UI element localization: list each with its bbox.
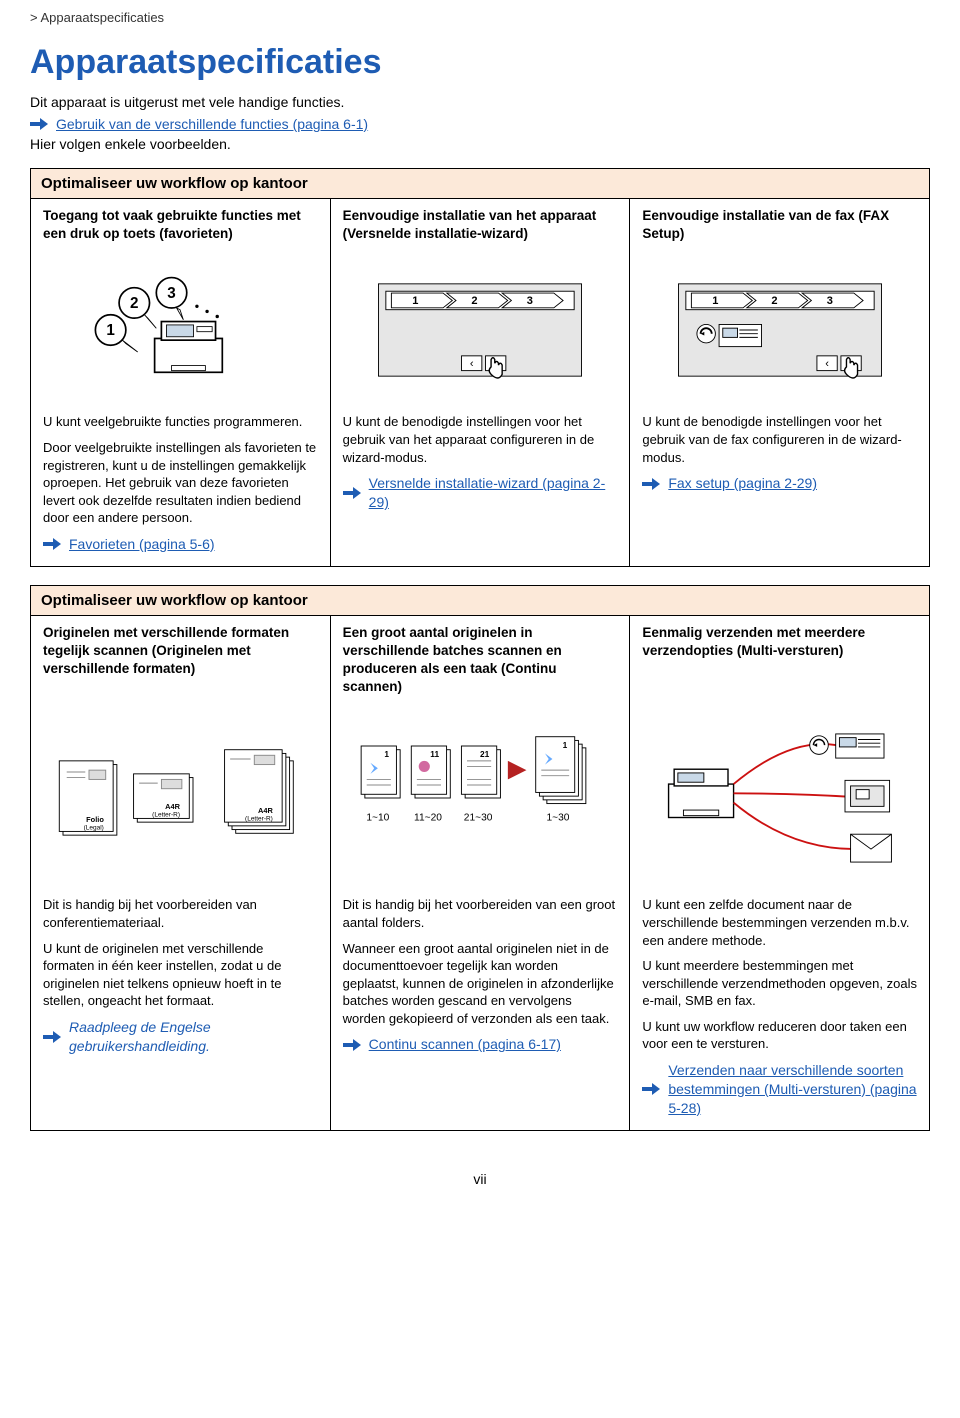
cell-desc-wizard: U kunt de benodigde instellingen voor he…: [331, 405, 631, 565]
cell-desc-fax: U kunt de benodigde instellingen voor he…: [630, 405, 929, 565]
svg-text:Folio: Folio: [86, 816, 104, 825]
s2-col1-title: Originelen met verschillende formaten te…: [43, 624, 318, 679]
arrow-right-icon: [43, 538, 61, 550]
cell-title-favorites: Toegang tot vaak gebruikte functies met …: [31, 199, 331, 255]
arrow-right-icon: [30, 118, 48, 130]
svg-text:A4R: A4R: [258, 806, 273, 815]
arrow-right-icon: [642, 478, 660, 490]
cell-title-continuous: Een groot aantal originelen in verschill…: [331, 616, 631, 709]
col2-desc1: U kunt de benodigde instellingen voor he…: [343, 413, 618, 466]
col1-desc2: Door veelgebruikte instellingen als favo…: [43, 439, 318, 527]
col1-title: Toegang tot vaak gebruikte functies met …: [43, 207, 318, 243]
svg-text:1: 1: [412, 296, 418, 308]
s2c1-desc2: U kunt de originelen met verschillende f…: [43, 940, 318, 1010]
svg-text:1: 1: [384, 750, 389, 760]
svg-text:‹: ‹: [470, 358, 474, 370]
svg-text:3: 3: [826, 296, 832, 308]
arrow-right-icon: [343, 487, 361, 499]
desc-row: U kunt veelgebruikte functies programmer…: [31, 405, 929, 565]
arrow-right-icon: [642, 1083, 660, 1095]
svg-text:3: 3: [527, 296, 533, 308]
col1-desc1: U kunt veelgebruikte functies programmer…: [43, 413, 318, 431]
svg-text:11: 11: [430, 750, 439, 760]
cell-desc-mixed: Dit is handig bij het voorbereiden van c…: [31, 888, 331, 1129]
desc-row-2: Dit is handig bij het voorbereiden van c…: [31, 888, 929, 1129]
label-1-10: 1~10: [366, 813, 389, 824]
title-row-2: Originelen met verschillende formaten te…: [31, 616, 929, 709]
section-header-2: Optimaliseer uw workflow op kantoor: [31, 586, 929, 616]
s2c3-desc1: U kunt een zelfde document naar de versc…: [642, 896, 917, 949]
title-row: Toegang tot vaak gebruikte functies met …: [31, 199, 929, 255]
svg-text:3: 3: [168, 285, 176, 302]
svg-text:A4R: A4R: [166, 803, 181, 812]
svg-text:1: 1: [107, 323, 116, 340]
section-optimize-workflow-2: Optimaliseer uw workflow op kantoor Orig…: [30, 585, 930, 1131]
favorites-link[interactable]: Favorieten (pagina 5-6): [69, 535, 215, 554]
english-guide-ref: Raadpleeg de Engelse gebruikershandleidi…: [69, 1018, 318, 1056]
s2c2-desc2: Wanneer een groot aantal originelen niet…: [343, 940, 618, 1028]
label-21-30: 21~30: [464, 813, 493, 824]
illus-fax-wizard: 1 2 3 ‹: [630, 255, 929, 405]
section-header: Optimaliseer uw workflow op kantoor: [31, 169, 929, 199]
svg-text:21: 21: [480, 750, 490, 760]
col3-desc1: U kunt de benodigde instellingen voor he…: [642, 413, 917, 466]
page-title: Apparaatspecificaties: [30, 43, 930, 82]
page-number: vii: [30, 1171, 930, 1187]
s2-col3-title: Eenmalig verzenden met meerdere verzendo…: [642, 624, 917, 660]
section-optimize-workflow-1: Optimaliseer uw workflow op kantoor Toeg…: [30, 168, 930, 567]
s2c2-desc1: Dit is handig bij het voorbereiden van e…: [343, 896, 618, 931]
multisend-link[interactable]: Verzenden naar verschillende soorten bes…: [668, 1061, 917, 1118]
cell-title-mixed: Originelen met verschillende formaten te…: [31, 616, 331, 709]
intro-link-row: Gebruik van de verschillende functies (p…: [30, 116, 930, 132]
illus-multisend: [630, 708, 929, 888]
s2c3-desc2: U kunt meerdere bestemmingen met verschi…: [642, 957, 917, 1010]
arrow-right-icon: [343, 1039, 361, 1051]
s2c3-desc3: U kunt uw workflow reduceren door taken …: [642, 1018, 917, 1053]
col3-title: Eenvoudige installatie van de fax (FAX S…: [642, 207, 917, 243]
cell-title-fax: Eenvoudige installatie van de fax (FAX S…: [630, 199, 929, 255]
cell-desc-continuous: Dit is handig bij het voorbereiden van e…: [331, 888, 631, 1129]
svg-text:‹: ‹: [825, 358, 829, 370]
s2c1-desc1: Dit is handig bij het voorbereiden van c…: [43, 896, 318, 931]
svg-text:(Legal): (Legal): [84, 825, 104, 832]
arrow-right-icon: [43, 1031, 61, 1043]
svg-text:2: 2: [471, 296, 477, 308]
illus-wizard: 1 2 3 ‹ ›: [331, 255, 631, 405]
svg-text:2: 2: [130, 295, 138, 312]
intro-link[interactable]: Gebruik van de verschillende functies (p…: [56, 116, 368, 132]
cell-desc-favorites: U kunt veelgebruikte functies programmer…: [31, 405, 331, 565]
col2-title: Eenvoudige installatie van het apparaat …: [343, 207, 618, 243]
intro-text: Dit apparaat is uitgerust met vele handi…: [30, 94, 930, 110]
breadcrumb: > Apparaatspecificaties: [30, 10, 930, 25]
illustration-row: 1 2 3 1: [31, 255, 929, 405]
cell-title-multisend: Eenmalig verzenden met meerdere verzendo…: [630, 616, 929, 709]
fax-setup-link[interactable]: Fax setup (pagina 2-29): [668, 474, 817, 493]
svg-text:(Letter-R): (Letter-R): [245, 816, 273, 823]
illustration-row-2: Folio (Legal) A4R (Letter-R): [31, 708, 929, 888]
svg-text:1: 1: [563, 740, 568, 750]
svg-text:(Letter-R): (Letter-R): [153, 812, 181, 819]
sub-intro: Hier volgen enkele voorbeelden.: [30, 136, 930, 152]
wizard-link[interactable]: Versnelde installatie-wizard (pagina 2-2…: [369, 474, 618, 512]
continuous-scan-link[interactable]: Continu scannen (pagina 6-17): [369, 1035, 561, 1054]
label-11-20: 11~20: [414, 813, 442, 824]
illus-mixed-sizes: Folio (Legal) A4R (Letter-R): [31, 708, 331, 888]
svg-text:1: 1: [712, 296, 718, 308]
label-1-30: 1~30: [547, 813, 570, 824]
illus-favorites: 1 2 3: [31, 255, 331, 405]
cell-title-wizard: Eenvoudige installatie van het apparaat …: [331, 199, 631, 255]
s2-col2-title: Een groot aantal originelen in verschill…: [343, 624, 618, 697]
cell-desc-multisend: U kunt een zelfde document naar de versc…: [630, 888, 929, 1129]
svg-text:2: 2: [771, 296, 777, 308]
illus-continuous: 1 11 21: [331, 708, 631, 888]
